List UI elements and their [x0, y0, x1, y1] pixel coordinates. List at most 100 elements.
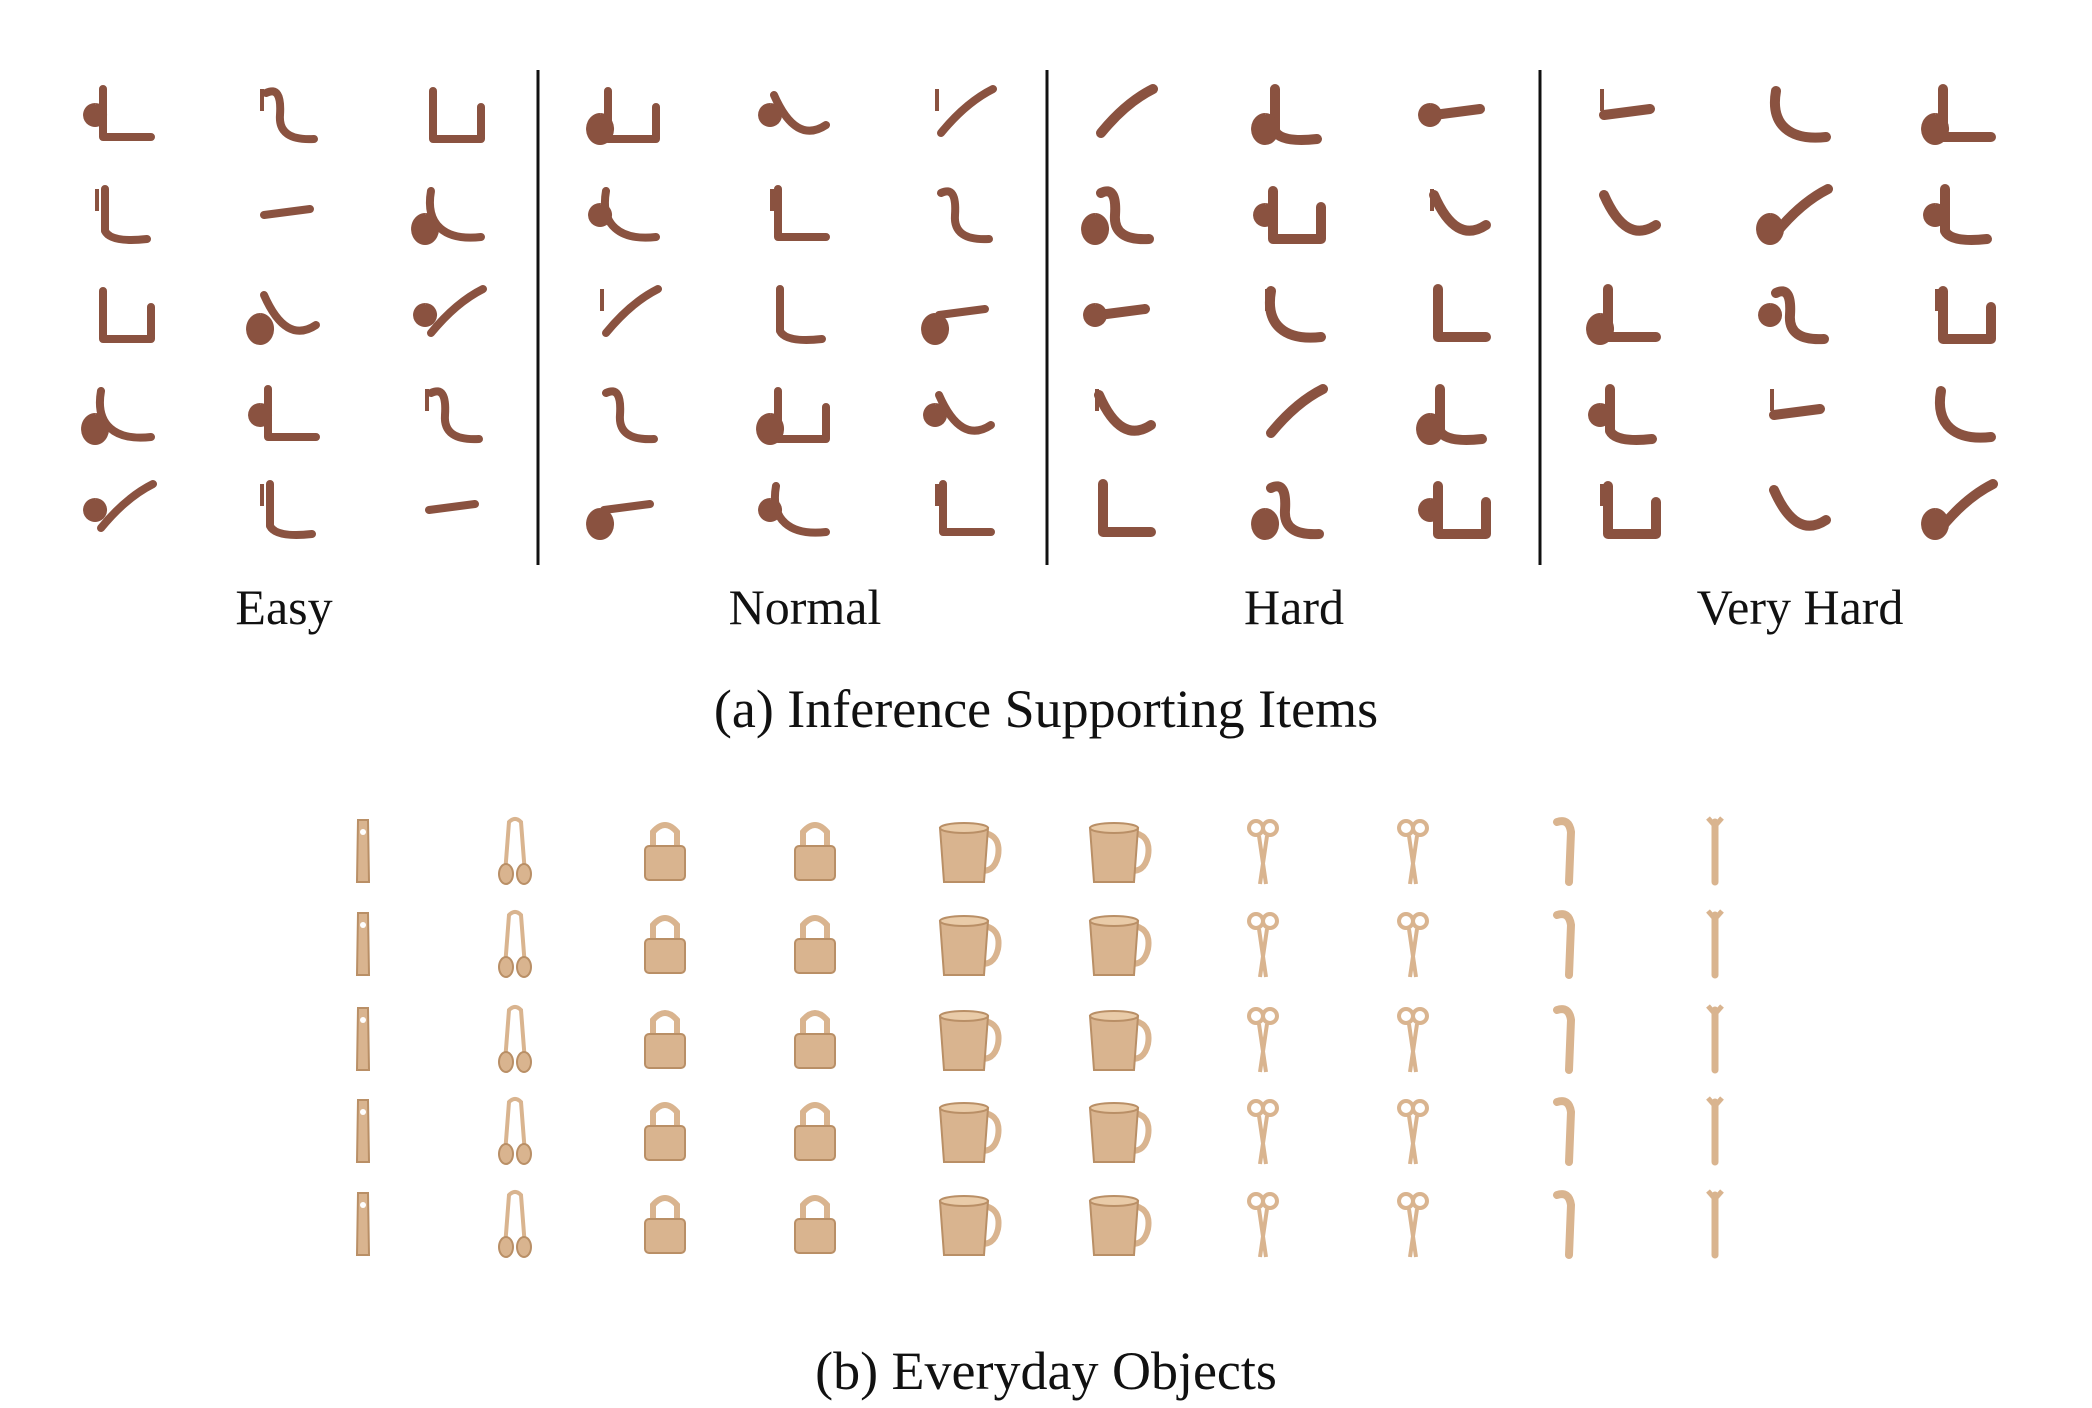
supporting-item [425, 387, 483, 444]
supporting-item [586, 87, 660, 145]
supporting-item [1094, 389, 1156, 436]
wrench-icon [1706, 1096, 1724, 1166]
wrench-icon [1706, 816, 1724, 886]
padlock-icon [794, 1102, 836, 1161]
tool-icon [1553, 1097, 1576, 1166]
supporting-item [1758, 286, 1829, 345]
supporting-items-panel [81, 70, 1998, 565]
tool-icon [1553, 910, 1576, 979]
supporting-item [937, 187, 993, 244]
everyday-objects-panel [355, 816, 1724, 1259]
bottle-opener-icon [355, 912, 371, 976]
mug-icon [1088, 822, 1152, 883]
supporting-item [1266, 384, 1328, 438]
supporting-item [83, 85, 155, 141]
supporting-item [1098, 479, 1156, 537]
supporting-item [1429, 189, 1491, 236]
supporting-item [770, 185, 830, 241]
mug-icon [938, 822, 1002, 883]
supporting-item [1923, 184, 1992, 245]
supporting-item [1264, 286, 1326, 343]
bottle-opener-icon [355, 1007, 371, 1071]
supporting-item [602, 387, 658, 444]
scissors-icon [1247, 819, 1279, 885]
supporting-item [1081, 186, 1154, 245]
scissors-icon [1247, 1192, 1279, 1258]
supporting-item [1921, 479, 1998, 540]
headphones-icon [498, 1005, 532, 1073]
bottle-opener-icon [355, 1192, 371, 1256]
supporting-item [99, 287, 155, 343]
supporting-item [1253, 186, 1326, 244]
supporting-item [260, 87, 318, 144]
mug-icon [1088, 1195, 1152, 1256]
supporting-item [425, 500, 479, 514]
padlock-icon [644, 1010, 686, 1069]
supporting-item [921, 305, 989, 345]
wrench-icon [1706, 909, 1724, 979]
supporting-item [1599, 190, 1661, 236]
mug-icon [938, 1195, 1002, 1256]
supporting-item [411, 187, 485, 245]
supporting-item [1418, 481, 1491, 539]
supporting-item [586, 500, 654, 540]
supporting-item [1251, 84, 1322, 145]
padlock-icon [794, 1010, 836, 1069]
padlock-icon [644, 822, 686, 881]
supporting-item [1096, 84, 1158, 138]
headphones-icon [498, 817, 532, 885]
supporting-item [758, 482, 830, 537]
supporting-item [1934, 386, 1996, 443]
headphones-icon [498, 910, 532, 978]
supporting-item [923, 391, 995, 435]
scissors-icon [1397, 1192, 1429, 1258]
supporting-item [81, 387, 155, 445]
caption-b: (b) Everyday Objects [815, 1341, 1277, 1401]
padlock-icon [794, 1195, 836, 1254]
wrench-icon [1706, 1189, 1724, 1259]
supporting-item [260, 480, 316, 539]
supporting-item [1418, 103, 1485, 127]
mug-icon [938, 1102, 1002, 1163]
supporting-item [935, 85, 997, 137]
tool-icon [1553, 1190, 1576, 1259]
supporting-item [1769, 389, 1825, 420]
scissors-icon [1397, 1007, 1429, 1073]
supporting-item [1083, 303, 1150, 327]
mug-icon [1088, 915, 1152, 976]
headphones-icon [498, 1097, 532, 1165]
padlock-icon [644, 1102, 686, 1161]
supporting-item [1769, 86, 1831, 143]
group-label-easy: Easy [235, 579, 333, 635]
supporting-item [935, 480, 995, 536]
headphones-icon [498, 1190, 532, 1258]
caption-a: (a) Inference Supporting Items [713, 679, 1379, 739]
supporting-item [588, 187, 660, 242]
scissors-icon [1247, 912, 1279, 978]
padlock-icon [644, 915, 686, 974]
supporting-item [1416, 384, 1487, 445]
padlock-icon [644, 1195, 686, 1254]
group-label-very-hard: Very Hard [1696, 579, 1904, 635]
supporting-item [776, 285, 826, 344]
supporting-item [1935, 286, 1996, 344]
supporting-item [413, 285, 487, 337]
supporting-item [1600, 481, 1661, 539]
mug-icon [1088, 1102, 1152, 1163]
mug-icon [938, 915, 1002, 976]
scissors-icon [1397, 1099, 1429, 1165]
padlock-icon [794, 822, 836, 881]
supporting-item [758, 91, 830, 135]
scissors-icon [1397, 819, 1429, 885]
supporting-item [756, 387, 830, 445]
supporting-item [1433, 284, 1491, 342]
mug-icon [1088, 1010, 1152, 1071]
supporting-item [260, 205, 314, 219]
tool-icon [1553, 1005, 1576, 1074]
scissors-icon [1247, 1007, 1279, 1073]
wrench-icon [1706, 1004, 1724, 1074]
group-label-hard: Hard [1244, 579, 1344, 635]
supporting-item [1756, 184, 1833, 245]
supporting-item [1588, 384, 1657, 445]
